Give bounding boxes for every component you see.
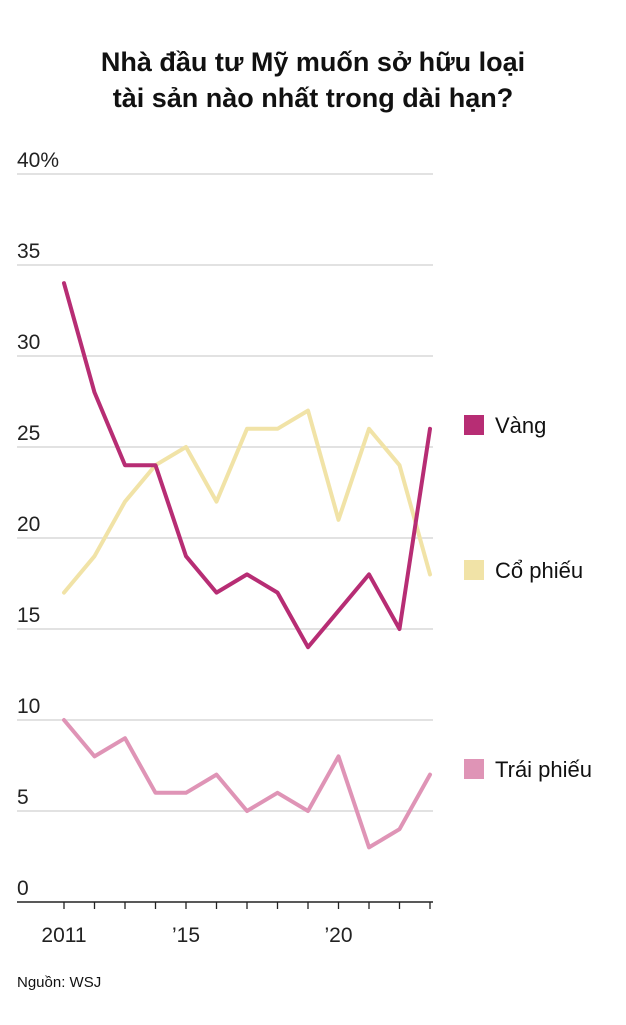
legend-label-3: Trái phiếu xyxy=(495,757,592,782)
legend-swatch-2 xyxy=(464,560,484,580)
y-tick-label: 40% xyxy=(17,149,59,172)
legend-swatch-1 xyxy=(464,415,484,435)
series-line-1 xyxy=(62,281,432,650)
y-tick-label: 0 xyxy=(17,877,29,900)
x-axis: 2011 ’15 ’20 xyxy=(17,901,433,947)
x-tick-label: 2011 xyxy=(41,924,86,947)
legend-label-2: Cổ phiếu xyxy=(495,558,583,583)
chart-title: Nhà đầu tư Mỹ muốn sở hữu loại tài sản n… xyxy=(0,44,626,116)
chart-title-line-2: tài sản nào nhất trong dài hạn? xyxy=(112,83,514,113)
y-tick-label: 30 xyxy=(17,331,40,354)
series-line-2 xyxy=(62,408,432,595)
chart-title-line-1: Nhà đầu tư Mỹ muốn sở hữu loại xyxy=(100,47,526,77)
series-line-3 xyxy=(62,718,432,850)
y-tick-label: 25 xyxy=(17,422,40,445)
series-lines xyxy=(62,281,432,850)
gridlines xyxy=(17,173,433,812)
source-note: Nguồn: WSJ xyxy=(17,974,102,991)
legend-swatch-3 xyxy=(464,759,484,779)
x-tick-label: ’20 xyxy=(324,924,352,947)
legend-label-1: Vàng xyxy=(495,413,546,438)
y-axis-tick-labels: 0 5 10 15 20 25 30 35 40% xyxy=(17,149,59,900)
y-tick-label: 35 xyxy=(17,240,40,263)
y-tick-label: 10 xyxy=(17,695,40,718)
legend: Vàng Cổ phiếu Trái phiếu xyxy=(464,413,592,782)
y-tick-label: 15 xyxy=(17,604,40,627)
x-tick-label: ’15 xyxy=(172,924,200,947)
y-tick-label: 20 xyxy=(17,513,40,536)
y-tick-label: 5 xyxy=(17,786,29,809)
